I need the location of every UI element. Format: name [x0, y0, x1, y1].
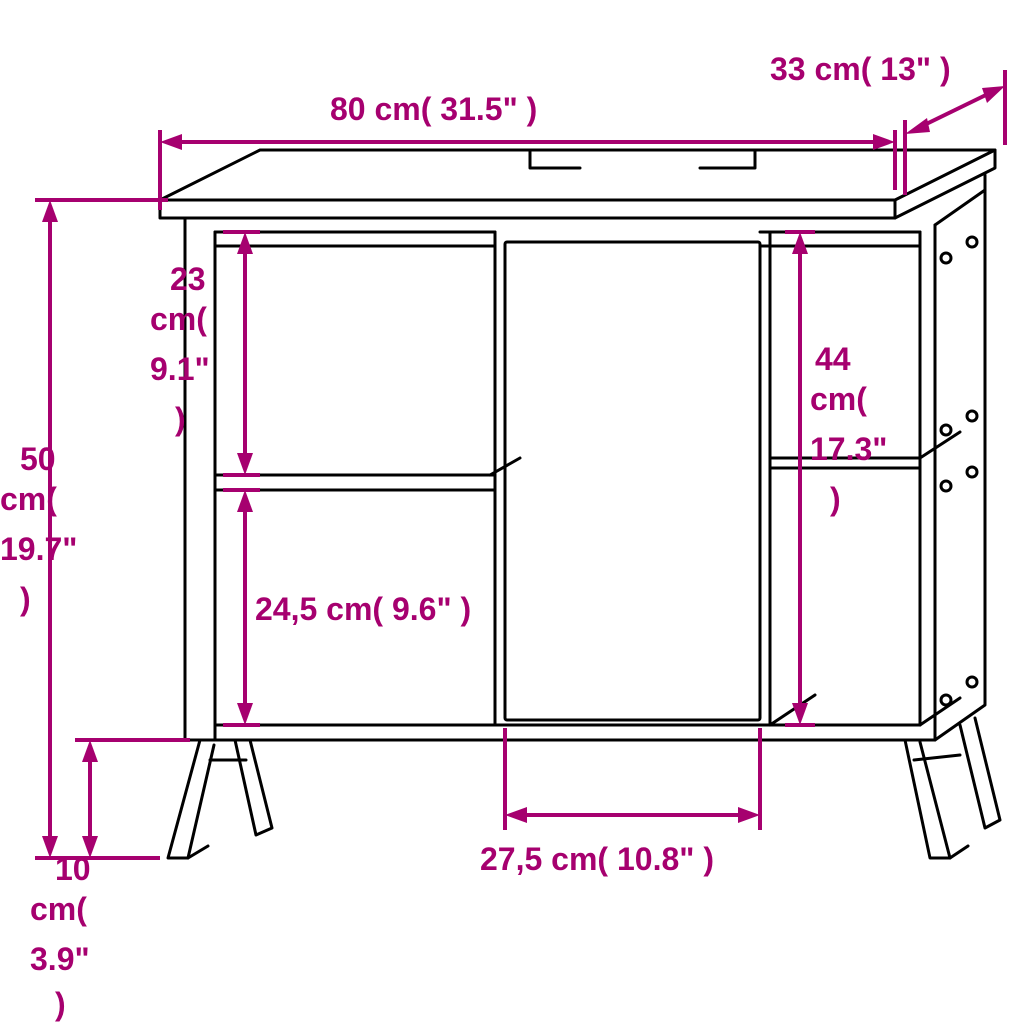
label-inner-4: ): [830, 481, 841, 517]
label-height-1: 50: [20, 441, 56, 477]
label-inner-3: 17.3": [810, 431, 887, 467]
label-lower: 24,5 cm( 9.6" ): [255, 591, 471, 627]
label-door: 27,5 cm( 10.8" ): [480, 841, 714, 877]
label-upper-3: 9.1": [150, 351, 210, 387]
label-depth: 33 cm( 13" ): [770, 51, 951, 87]
label-height-4: ): [20, 581, 31, 617]
label-leg-3: 3.9": [30, 941, 90, 977]
label-upper-4: ): [175, 401, 186, 437]
label-leg-4: ): [55, 986, 66, 1022]
dimension-labels: 80 cm( 31.5" ) 33 cm( 13" ) 50 cm( 19.7"…: [0, 51, 951, 1022]
label-leg-1: 10: [55, 851, 91, 887]
label-upper-2: cm(: [150, 301, 207, 337]
label-leg-2: cm(: [30, 891, 87, 927]
label-height-3: 19.7": [0, 531, 77, 567]
label-upper-1: 23: [170, 261, 206, 297]
label-inner-2: cm(: [810, 381, 867, 417]
label-width: 80 cm( 31.5" ): [330, 91, 537, 127]
dimension-diagram: 80 cm( 31.5" ) 33 cm( 13" ) 50 cm( 19.7"…: [0, 0, 1024, 1024]
furniture-outline: [160, 150, 1000, 858]
label-height-2: cm(: [0, 481, 57, 517]
label-inner-1: 44: [815, 341, 851, 377]
